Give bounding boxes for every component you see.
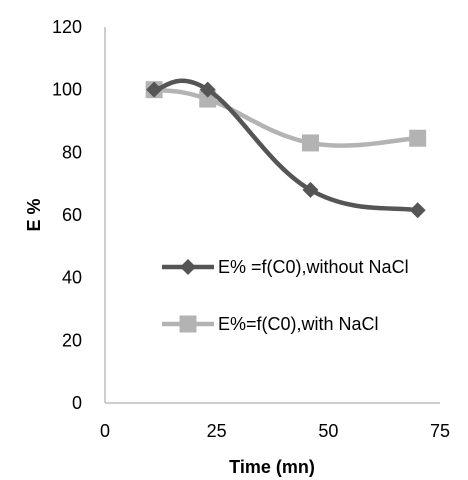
y-tick-label: 0 <box>72 393 82 413</box>
x-tick-labels: 0 25 50 75 <box>100 421 450 441</box>
y-tick-label: 20 <box>62 330 82 350</box>
legend-entry: E% =f(C0),without NaCl <box>162 257 409 277</box>
series-layer <box>145 78 427 219</box>
axes <box>104 27 440 404</box>
y-tick-label: 60 <box>62 205 82 225</box>
y-tick-label: 120 <box>52 17 82 37</box>
y-axis-title: E % <box>24 198 44 231</box>
series-line <box>151 78 420 213</box>
y-tick-label: 80 <box>62 142 82 162</box>
series-2 <box>145 81 427 152</box>
series-line <box>151 87 420 148</box>
y-tick-label: 40 <box>62 268 82 288</box>
data-point <box>301 134 319 152</box>
legend: E% =f(C0),without NaCl E%=f(C0),with NaCl <box>162 257 409 334</box>
legend-marker <box>180 259 196 275</box>
data-point <box>199 81 216 98</box>
y-tick-labels: 0 20 40 60 80 100 120 <box>52 17 82 413</box>
legend-label: E%=f(C0),with NaCl <box>218 314 379 334</box>
x-tick-label: 75 <box>430 421 450 441</box>
data-point <box>146 81 163 98</box>
series-1 <box>146 78 426 219</box>
data-point <box>409 202 426 219</box>
x-tick-label: 50 <box>318 421 338 441</box>
legend-entry: E%=f(C0),with NaCl <box>162 314 379 334</box>
x-tick-label: 25 <box>207 421 227 441</box>
data-point <box>409 129 427 147</box>
data-point <box>302 181 319 198</box>
legend-label: E% =f(C0),without NaCl <box>218 257 409 277</box>
x-tick-label: 0 <box>100 421 110 441</box>
legend-marker <box>179 315 197 333</box>
y-tick-label: 100 <box>52 80 82 100</box>
x-axis-title: Time (mn) <box>229 457 315 477</box>
